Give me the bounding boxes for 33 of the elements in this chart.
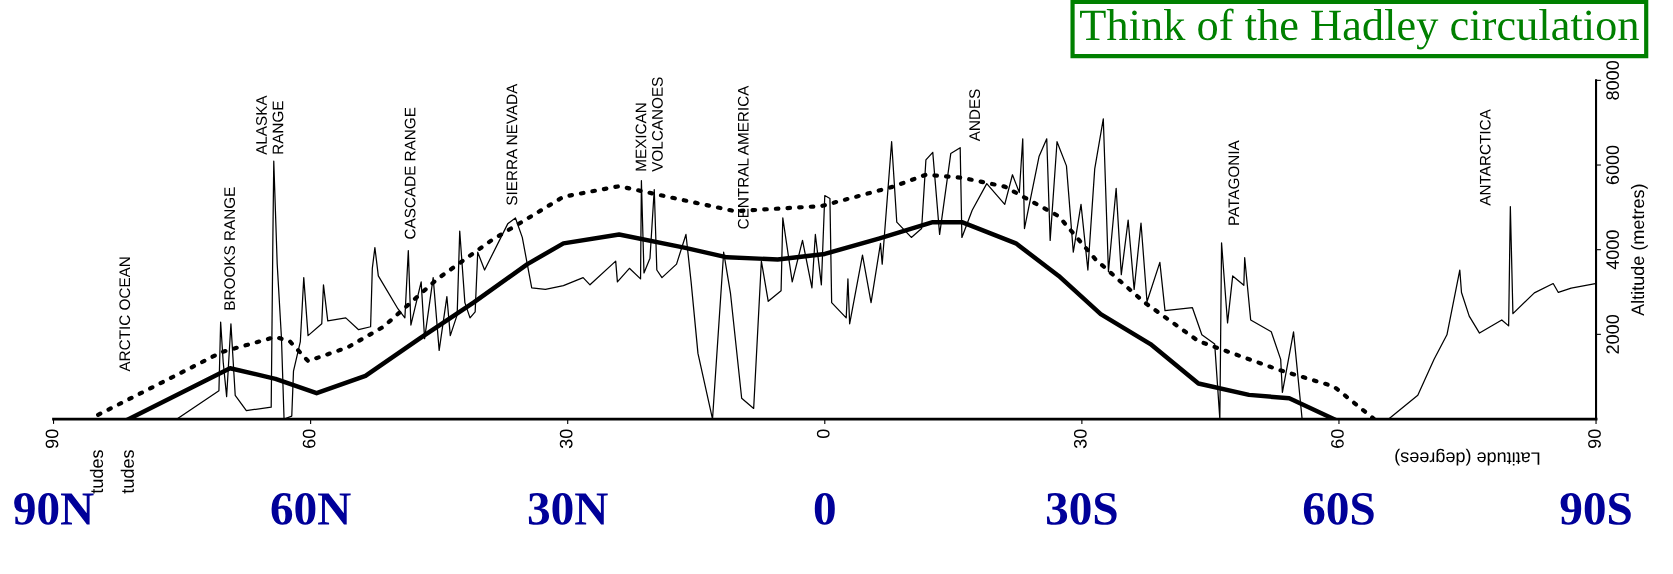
y-tick-label: 4000 [1606,230,1620,270]
y-tick-label: 2000 [1606,314,1620,354]
x-tick-label: 60 [302,429,316,448]
text: tudes [89,450,104,494]
x-axis-title: Latitude (degrees) [1395,448,1540,466]
y-tick-label: 6000 [1606,145,1620,185]
x-tick-label: 0 [816,429,830,439]
x2-tick-label: 60N [271,492,351,525]
annotation: MEXICAN VOLCANOES [635,77,663,172]
annotation: CASCADE RANGE [404,107,416,239]
x2-tick-label: 90S [1560,492,1631,525]
y-axis-title: Altitude (metres) [1630,184,1648,316]
x-tick-label: 60 [1331,429,1344,448]
annotation: ANDES [969,89,981,142]
y-tick-label: 8000 [1606,60,1620,100]
annotation: PATAGONIA [1228,140,1240,225]
x2-tick-label: 30S [1046,492,1117,525]
text: tudes [120,450,134,494]
annotation: SIERRA NEVADA [506,83,518,205]
annotation: CENTRAL AMERICA [737,85,749,229]
annotation: ARCTIC OCEAN [119,257,131,372]
x-tick-label: 90 [1588,429,1601,448]
x-tick-label: 30 [1073,429,1087,449]
x2-tick-label: 0 [814,492,835,525]
annotation: BROOKS RANGE [224,187,236,310]
annotation: ALASKA RANGE [256,95,284,155]
x-tick-label: 30 [559,429,573,449]
x2-tick-label: 90N [14,492,94,525]
x-tick-label: 90 [45,429,59,448]
x2-tick-label: 30N [528,492,608,525]
x2-tick-label: 60S [1303,492,1374,525]
chart-title: Think of the Hadley circulation [1080,8,1639,50]
annotation: ANTARCTICA [1479,109,1491,206]
